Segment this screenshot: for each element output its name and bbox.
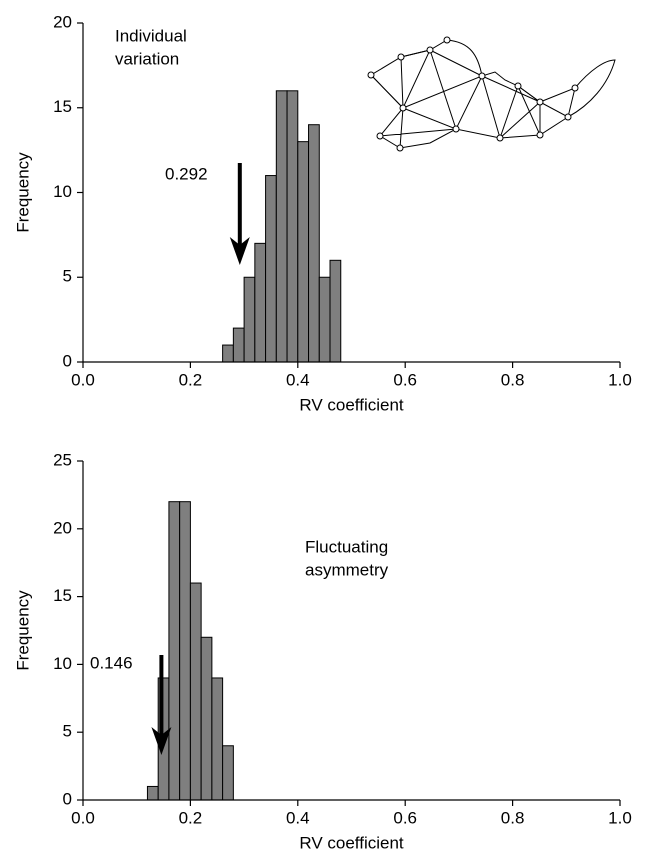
bar bbox=[329, 259, 342, 363]
x-tick-label: 0.6 bbox=[393, 808, 417, 827]
x-tick-label: 0.8 bbox=[501, 808, 525, 827]
bar bbox=[222, 344, 234, 363]
y-axis-label: Frequency bbox=[13, 152, 32, 233]
bar bbox=[243, 276, 256, 363]
x-tick-label: 0.0 bbox=[71, 370, 95, 389]
bar bbox=[265, 175, 277, 363]
x-axis-label: RV coefficient bbox=[299, 395, 404, 414]
y-tick-label: 20 bbox=[53, 12, 72, 31]
x-tick-label: 1.0 bbox=[608, 808, 632, 827]
x-tick-label: 0.6 bbox=[393, 370, 417, 389]
y-tick-label: 25 bbox=[53, 450, 72, 469]
x-tick-label: 0.8 bbox=[501, 370, 525, 389]
x-tick-label: 1.0 bbox=[608, 370, 632, 389]
marker-arrow-head bbox=[229, 237, 250, 265]
bar bbox=[222, 745, 234, 801]
x-tick-label: 0.0 bbox=[71, 808, 95, 827]
y-tick-label: 15 bbox=[53, 97, 72, 116]
y-tick-label: 5 bbox=[63, 722, 72, 741]
x-tick-label: 0.2 bbox=[179, 370, 203, 389]
bar bbox=[286, 90, 299, 363]
y-tick-label: 20 bbox=[53, 518, 72, 537]
bar bbox=[297, 141, 310, 363]
x-axis-label: RV coefficient bbox=[299, 833, 404, 852]
bar bbox=[254, 242, 267, 363]
marker-label: 0.146 bbox=[90, 653, 133, 672]
bar bbox=[232, 327, 245, 363]
bar bbox=[146, 785, 159, 801]
annotation: Fluctuating bbox=[305, 537, 388, 556]
bar bbox=[200, 636, 213, 801]
bar bbox=[189, 582, 202, 801]
y-tick-label: 0 bbox=[63, 351, 72, 370]
y-tick-label: 10 bbox=[53, 182, 72, 201]
x-tick-label: 0.2 bbox=[179, 808, 203, 827]
bar bbox=[308, 124, 320, 363]
bar bbox=[179, 501, 191, 801]
y-tick-label: 0 bbox=[63, 789, 72, 808]
y-tick-label: 15 bbox=[53, 586, 72, 605]
annotation: Individual bbox=[115, 26, 187, 45]
y-tick-label: 5 bbox=[63, 267, 72, 286]
y-tick-label: 10 bbox=[53, 654, 72, 673]
annotation: asymmetry bbox=[305, 560, 389, 579]
x-tick-label: 0.4 bbox=[286, 808, 310, 827]
x-tick-label: 0.4 bbox=[286, 370, 310, 389]
bar bbox=[211, 677, 224, 801]
marker-label: 0.292 bbox=[165, 164, 208, 183]
marker-arrow-head bbox=[151, 727, 172, 755]
bar bbox=[318, 276, 331, 363]
y-axis-label: Frequency bbox=[13, 590, 32, 671]
fish-diagram bbox=[367, 36, 616, 152]
bar bbox=[168, 501, 181, 801]
annotation: variation bbox=[115, 49, 179, 68]
bar bbox=[275, 90, 288, 363]
